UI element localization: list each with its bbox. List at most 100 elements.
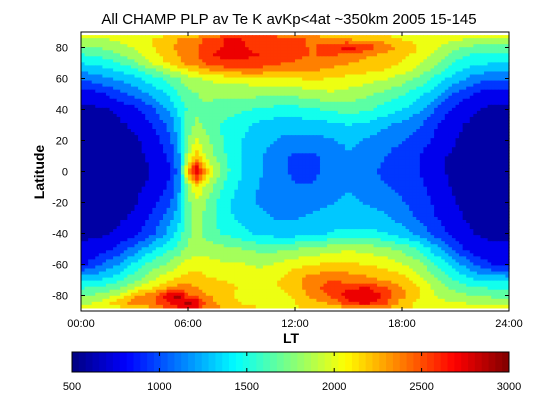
heatmap-cell (84, 156, 89, 160)
heatmap-cell (305, 77, 310, 82)
heatmap-cell (91, 159, 96, 164)
heatmap-cell (252, 44, 257, 48)
heatmap-cell (212, 38, 218, 42)
heatmap-cell (273, 150, 278, 154)
heatmap-cell (469, 150, 474, 154)
heatmap-cell (113, 110, 118, 115)
heatmap-cell (380, 50, 385, 54)
heatmap-cell (309, 138, 314, 142)
heatmap-cell (337, 38, 342, 42)
heatmap-cell (394, 132, 400, 136)
heatmap-cell (184, 116, 189, 121)
heatmap-cell (455, 147, 460, 151)
heatmap-cell (437, 126, 442, 130)
heatmap-cell (355, 107, 360, 112)
heatmap-cell (437, 41, 442, 45)
heatmap-cell (252, 156, 257, 160)
heatmap-cell (91, 132, 96, 136)
heatmap-cell (205, 83, 210, 88)
heatmap-cell (362, 113, 367, 118)
heatmap-cell (359, 59, 364, 63)
heatmap-cell (234, 65, 239, 70)
heatmap-cell (491, 138, 496, 142)
heatmap-cell (84, 119, 89, 124)
heatmap-cell (451, 41, 457, 45)
heatmap-cell (209, 119, 214, 124)
heatmap-cell (155, 77, 161, 82)
heatmap-cell (373, 74, 378, 79)
heatmap-cell (398, 86, 403, 91)
heatmap-cell (84, 38, 89, 42)
heatmap-cell (266, 113, 271, 118)
heatmap-cell (487, 53, 492, 57)
heatmap-cell (384, 101, 389, 106)
heatmap-cell (130, 38, 136, 42)
heatmap-cell (220, 53, 225, 57)
heatmap-cell (163, 89, 168, 94)
heatmap-cell (298, 35, 303, 39)
heatmap-cell (451, 141, 457, 145)
heatmap-cell (116, 38, 121, 42)
heatmap-cell (362, 129, 367, 133)
heatmap-cell (476, 123, 482, 127)
heatmap-cell (402, 89, 407, 94)
heatmap-cell (430, 98, 435, 103)
heatmap-cell (198, 110, 203, 115)
heatmap-cell (91, 110, 96, 115)
heatmap-cell (441, 104, 446, 109)
heatmap-cell (305, 41, 310, 45)
heatmap-cell (123, 53, 128, 57)
heatmap-cell (205, 53, 210, 57)
heatmap-cell (277, 135, 282, 139)
heatmap-cell (220, 41, 225, 45)
heatmap-cell (394, 41, 400, 45)
heatmap-cell (223, 41, 228, 45)
heatmap-cell (352, 44, 357, 48)
heatmap-cell (280, 135, 285, 139)
heatmap-cell (484, 147, 489, 151)
heatmap-cell (180, 35, 186, 39)
heatmap-cell (145, 35, 150, 39)
heatmap-cell (473, 98, 478, 103)
heatmap-cell (134, 86, 139, 91)
heatmap-cell (291, 74, 296, 79)
heatmap-cell (377, 50, 382, 54)
heatmap-cell (505, 80, 510, 85)
heatmap-cell (95, 50, 100, 54)
heatmap-cell (484, 98, 489, 103)
heatmap-cell (248, 56, 253, 60)
heatmap-cell (441, 89, 446, 94)
heatmap-cell (341, 44, 346, 48)
heatmap-cell (241, 129, 246, 133)
heatmap-cell (430, 38, 435, 42)
heatmap-cell (123, 68, 128, 73)
heatmap-cell (248, 74, 253, 79)
heatmap-cell (341, 159, 346, 164)
heatmap-cell (123, 86, 128, 91)
heatmap-cell (273, 132, 278, 136)
heatmap-cell (248, 44, 253, 48)
heatmap-cell (455, 41, 460, 45)
heatmap-cell (241, 59, 246, 63)
heatmap-cell (330, 92, 335, 97)
heatmap-cell (277, 98, 282, 103)
heatmap-cell (341, 110, 346, 115)
heatmap-cell (98, 116, 103, 121)
heatmap-cell (352, 50, 357, 54)
heatmap-cell (462, 86, 467, 91)
heatmap-cell (177, 138, 182, 142)
heatmap-cell (216, 35, 221, 39)
heatmap-cell (116, 71, 121, 76)
heatmap-cell (319, 119, 325, 124)
heatmap-cell (266, 153, 271, 157)
heatmap-cell (476, 92, 482, 97)
heatmap-cell (409, 107, 414, 112)
heatmap-cell (305, 53, 310, 57)
heatmap-cell (405, 56, 410, 60)
heatmap-cell (362, 68, 367, 73)
heatmap-cell (480, 89, 485, 94)
heatmap-cell (312, 110, 317, 115)
heatmap-cell (188, 135, 193, 139)
heatmap-cell (437, 92, 442, 97)
heatmap-cell (448, 53, 453, 57)
